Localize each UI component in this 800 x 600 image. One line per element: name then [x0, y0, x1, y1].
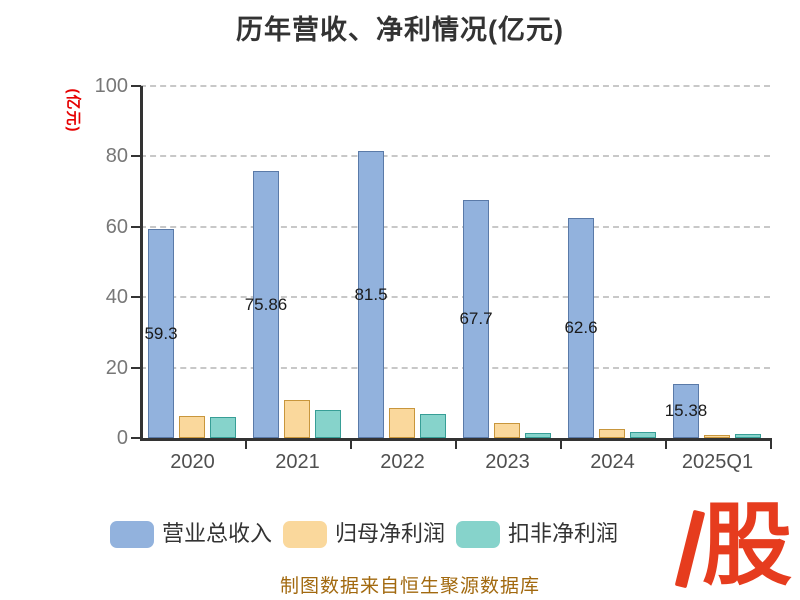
x-axis-tick: [560, 441, 562, 449]
x-axis-tick: [245, 441, 247, 449]
bar-value-label: 81.5: [354, 284, 388, 304]
x-category-label: 2020: [170, 451, 215, 473]
x-category-label: 2022: [380, 451, 425, 473]
bar-归母净利润-2023[interactable]: [494, 423, 520, 438]
bar-扣非净利润-2025Q1[interactable]: [735, 434, 761, 438]
bar-扣非净利润-2020[interactable]: [210, 417, 236, 438]
gridline: [140, 366, 770, 369]
legend-item-net-profit[interactable]: 归母净利润: [283, 520, 445, 548]
bar-扣非净利润-2024[interactable]: [630, 432, 656, 438]
bar-归母净利润-2024[interactable]: [599, 429, 625, 438]
gridline: [140, 296, 770, 299]
bar-value-label: 67.7: [459, 309, 493, 328]
bar-营业总收入-2022[interactable]: [358, 151, 384, 438]
x-axis-tick: [770, 441, 772, 449]
watermark-logo: 股: [674, 496, 800, 600]
legend-item-revenue[interactable]: 营业总收入: [110, 520, 272, 548]
chart-title: 历年营收、净利情况(亿元): [236, 15, 564, 45]
legend-swatch-non-recurring-profit: [456, 520, 500, 548]
bar-营业总收入-2020[interactable]: [148, 229, 174, 438]
x-category-label: 2024: [590, 451, 635, 473]
bar-扣非净利润-2023[interactable]: [525, 433, 551, 438]
bar-归母净利润-2025Q1[interactable]: [704, 435, 730, 438]
bar-value-label: 62.6: [564, 318, 598, 337]
bar-营业总收入-2024[interactable]: [568, 218, 594, 438]
x-axis-tick: [455, 441, 457, 449]
y-axis-line: [140, 86, 143, 441]
y-axis-tick: [131, 437, 141, 439]
y-axis-tick: [131, 85, 141, 87]
bar-归母净利润-2021[interactable]: [284, 400, 310, 438]
x-axis-tick: [350, 441, 352, 449]
legend-label-non-recurring-profit: 扣非净利润: [508, 521, 619, 546]
data-source-note: 制图数据来自恒生聚源数据库: [279, 576, 540, 597]
y-axis-tick: [131, 155, 141, 158]
y-tick-label: 20: [105, 356, 128, 379]
y-axis-tick: [131, 225, 141, 228]
y-axis-tick: [131, 296, 141, 299]
bar-扣非净利润-2021[interactable]: [315, 410, 341, 438]
bar-扣非净利润-2022[interactable]: [420, 414, 446, 438]
bar-营业总收入-2023[interactable]: [463, 200, 489, 438]
x-category-label: 2021: [275, 451, 320, 473]
bar-归母净利润-2022[interactable]: [389, 408, 415, 438]
y-axis-tick: [131, 366, 141, 369]
bar-营业总收入-2021[interactable]: [253, 171, 279, 438]
gridline: [140, 225, 770, 228]
legend-label-net-profit: 归母净利润: [335, 521, 446, 546]
y-tick-label: 80: [105, 145, 128, 168]
bar-归母净利润-2020[interactable]: [179, 416, 205, 438]
gridline: [140, 155, 770, 158]
logo-character: 股: [702, 496, 792, 596]
bar-value-label: 75.86: [244, 294, 288, 314]
bar-value-label: 15.38: [664, 401, 708, 420]
y-tick-label: 60: [105, 215, 128, 238]
legend-label-revenue: 营业总收入: [162, 521, 273, 546]
y-tick-label: 100: [94, 75, 128, 97]
bar-营业总收入-2025Q1[interactable]: [673, 384, 699, 438]
gridline: [140, 85, 770, 87]
bar-value-label: 59.3: [144, 323, 178, 343]
x-category-label: 2023: [485, 451, 530, 473]
x-axis-tick: [665, 441, 667, 449]
x-axis-line: [140, 438, 772, 441]
legend: 营业总收入 归母净利润 扣非净利润: [0, 520, 800, 550]
legend-swatch-net-profit: [283, 520, 327, 548]
x-category-label: 2025Q1: [681, 451, 754, 473]
legend-item-non-recurring-profit[interactable]: 扣非净利润: [456, 520, 618, 548]
y-tick-label: 0: [116, 427, 128, 449]
y-tick-label: 40: [105, 286, 128, 309]
legend-swatch-revenue: [110, 520, 154, 548]
